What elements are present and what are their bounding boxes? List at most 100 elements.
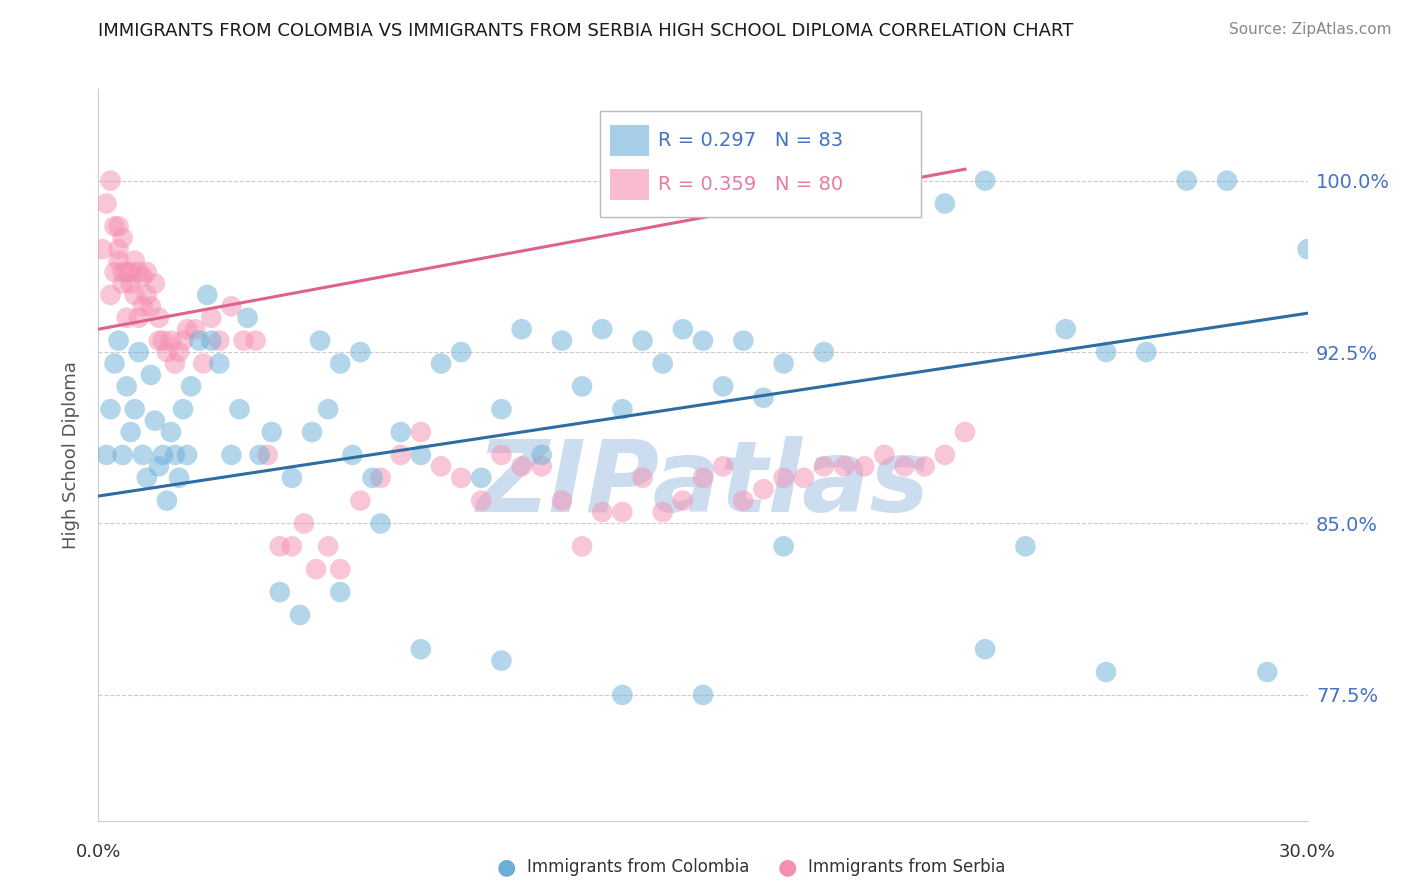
Point [208, 334, 231, 348]
Point [107, 334, 129, 348]
Point [450, 345, 472, 359]
Point [752, 391, 775, 405]
Point [470, 493, 492, 508]
Point [631, 471, 654, 485]
Point [1175, 174, 1198, 188]
Point [269, 540, 291, 554]
Text: IMMIGRANTS FROM COLOMBIA VS IMMIGRANTS FROM SERBIA HIGH SCHOOL DIPLOMA CORRELATI: IMMIGRANTS FROM COLOMBIA VS IMMIGRANTS F… [98, 22, 1074, 40]
Point [329, 585, 352, 599]
Point [510, 459, 533, 474]
Y-axis label: High School Diploma: High School Diploma [62, 361, 80, 549]
Point [100, 402, 122, 417]
Point [491, 448, 513, 462]
Point [172, 402, 194, 417]
Point [631, 334, 654, 348]
Point [135, 265, 157, 279]
Point [672, 322, 695, 336]
Point [115, 310, 138, 325]
Point [301, 425, 323, 439]
Point [342, 448, 364, 462]
Point [974, 174, 997, 188]
Point [450, 471, 472, 485]
Point [143, 414, 166, 428]
Point [124, 253, 146, 268]
Text: 30.0%: 30.0% [1279, 843, 1336, 861]
Point [1135, 345, 1157, 359]
Point [107, 253, 129, 268]
Point [245, 334, 267, 348]
Point [156, 345, 179, 359]
Point [139, 299, 162, 313]
Point [128, 345, 150, 359]
Point [491, 402, 513, 417]
Point [193, 356, 215, 370]
Point [672, 493, 695, 508]
Point [91, 242, 114, 256]
Point [100, 174, 122, 188]
Point [96, 448, 118, 462]
Point [200, 310, 222, 325]
Point [430, 459, 453, 474]
Point [370, 471, 392, 485]
Point [651, 356, 673, 370]
Point [772, 471, 794, 485]
Point [651, 505, 673, 519]
Point [167, 471, 190, 485]
Point [221, 448, 243, 462]
Point [115, 379, 138, 393]
Point [103, 265, 125, 279]
Point [107, 219, 129, 234]
Point [612, 402, 634, 417]
Point [176, 322, 198, 336]
Point [349, 345, 371, 359]
Point [260, 425, 283, 439]
Point [530, 459, 553, 474]
Point [111, 231, 134, 245]
Point [221, 299, 243, 313]
Point [100, 288, 122, 302]
Point [148, 310, 170, 325]
Point [256, 448, 278, 462]
Point [96, 196, 118, 211]
Point [132, 448, 155, 462]
Point [349, 493, 371, 508]
Point [103, 219, 125, 234]
Point [530, 448, 553, 462]
Point [612, 505, 634, 519]
Point [316, 402, 339, 417]
Point [329, 356, 352, 370]
Point [733, 334, 755, 348]
Point [813, 345, 835, 359]
Point [470, 471, 492, 485]
Text: 0.0%: 0.0% [76, 843, 121, 861]
Point [711, 459, 734, 474]
Point [551, 334, 574, 348]
Point [853, 459, 876, 474]
Point [1296, 242, 1319, 256]
Point [309, 334, 332, 348]
Point [160, 425, 183, 439]
Point [111, 277, 134, 291]
Point [139, 368, 162, 382]
Point [124, 288, 146, 302]
Point [111, 265, 134, 279]
Point [361, 471, 384, 485]
Point [692, 334, 714, 348]
Point [281, 471, 304, 485]
Point [893, 174, 915, 188]
Point [934, 448, 956, 462]
Point [853, 174, 876, 188]
Point [793, 471, 815, 485]
Point [184, 322, 207, 336]
Point [1256, 665, 1278, 679]
Point [167, 345, 190, 359]
Point [172, 334, 194, 348]
Text: Immigrants from Serbia: Immigrants from Serbia [808, 858, 1005, 876]
Point [752, 482, 775, 496]
Point [772, 540, 794, 554]
Point [711, 379, 734, 393]
Point [228, 402, 250, 417]
Point [152, 448, 174, 462]
Point [180, 379, 202, 393]
Point [124, 402, 146, 417]
